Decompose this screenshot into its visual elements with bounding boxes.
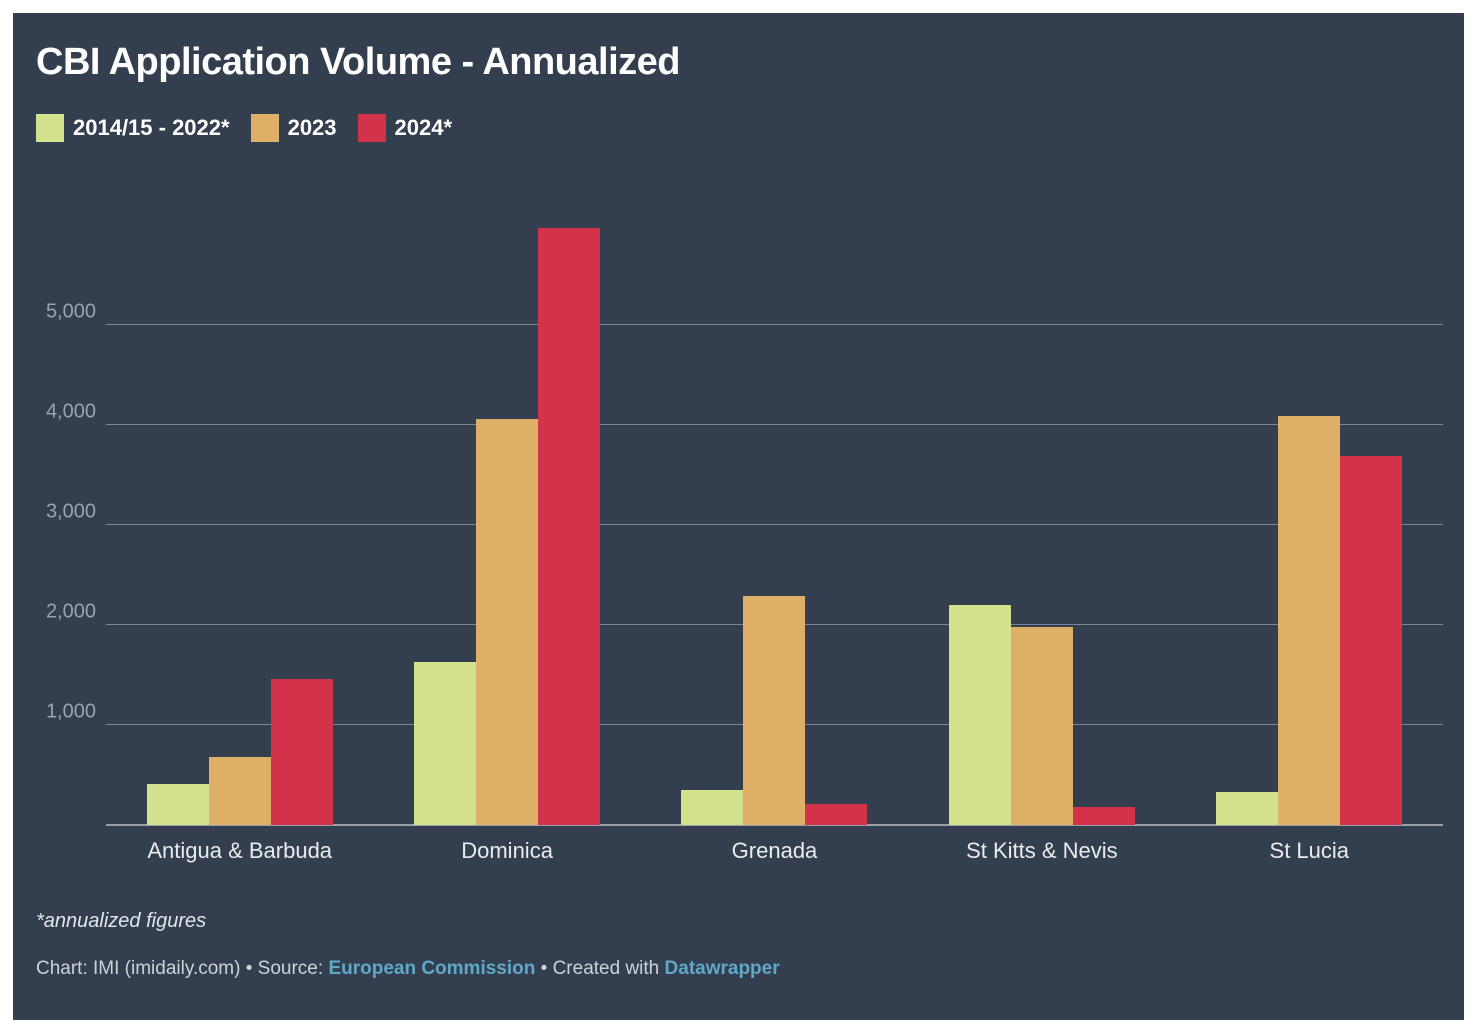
bar-2023-antigua-barbuda[interactable] xyxy=(208,757,271,825)
bar-2014-15-2022-grenada[interactable] xyxy=(681,790,744,825)
bar-2024-st-kitts-nevis[interactable] xyxy=(1072,807,1135,825)
chart-legend: 2014/15 - 2022* 2023 2024* xyxy=(36,114,452,142)
chart-title: CBI Application Volume - Annualized xyxy=(36,41,681,83)
attribution-line: Chart: IMI (imidaily.com) • Source: Euro… xyxy=(36,958,780,980)
legend-label: 2014/15 - 2022* xyxy=(73,115,230,140)
x-axis-label-st-kitts-nevis: St Kitts & Nevis xyxy=(966,838,1118,863)
attribution-chart-credit: Chart: IMI (imidaily.com) xyxy=(36,958,241,979)
attribution-created-label: Created with xyxy=(552,958,660,979)
chart-panel: CBI Application Volume - Annualized 2014… xyxy=(13,13,1464,1020)
footnote-annualized: *annualized figures xyxy=(36,910,207,932)
bar-2014-15-2022-dominica[interactable] xyxy=(414,662,477,825)
bar-2024-antigua-barbuda[interactable] xyxy=(270,679,333,825)
legend-item-2023: 2023 xyxy=(250,114,337,142)
y-tick-label-3000: 3,000 xyxy=(45,500,96,523)
legend-swatch-2014-15-2022 xyxy=(36,114,64,142)
legend-item-2014-15-2022: 2014/15 - 2022* xyxy=(36,114,230,142)
datawrapper-link[interactable]: Datawrapper xyxy=(664,958,780,979)
legend-label: 2024* xyxy=(394,115,453,140)
category-band-antigua-barbuda xyxy=(106,180,373,825)
x-axis-line xyxy=(106,824,1443,826)
separator-dot: • xyxy=(245,958,253,979)
x-axis-label-grenada: Grenada xyxy=(731,838,818,863)
category-band-st-lucia xyxy=(1176,180,1443,825)
bar-2024-st-lucia[interactable] xyxy=(1340,456,1403,825)
gridline-3000 xyxy=(106,524,1443,525)
attribution-source-label: Source: xyxy=(257,958,324,979)
bar-2014-15-2022-antigua-barbuda[interactable] xyxy=(146,784,209,825)
legend-label: 2023 xyxy=(287,115,337,140)
legend-swatch-2023 xyxy=(250,114,279,142)
x-axis-label-antigua-barbuda: Antigua & Barbuda xyxy=(147,838,333,863)
y-tick-label-4000: 4,000 xyxy=(45,400,96,423)
bar-2023-st-lucia[interactable] xyxy=(1278,416,1341,825)
bar-2023-grenada[interactable] xyxy=(743,596,806,825)
x-axis-label-st-lucia: St Lucia xyxy=(1269,838,1350,863)
y-tick-label-5000: 5,000 xyxy=(45,300,96,323)
category-band-dominica xyxy=(373,180,640,825)
legend-item-2024: 2024* xyxy=(357,114,453,142)
y-tick-label-2000: 2,000 xyxy=(45,600,96,623)
bar-2014-15-2022-st-kitts-nevis[interactable] xyxy=(948,605,1011,825)
gridline-5000 xyxy=(106,324,1443,325)
plot-area: 1,000 2,000 3,000 4,000 5,000 Antigua & Barbu… xyxy=(46,180,1443,863)
category-band-st-kitts-nevis xyxy=(908,180,1175,825)
y-tick-label-1000: 1,000 xyxy=(45,700,96,723)
gridline-4000 xyxy=(106,424,1443,425)
x-axis-label-dominica: Dominica xyxy=(461,838,553,863)
legend-swatch-2024 xyxy=(357,114,386,142)
category-band-grenada xyxy=(641,180,908,825)
bar-2024-dominica[interactable] xyxy=(538,228,601,825)
bar-2014-15-2022-st-lucia[interactable] xyxy=(1216,792,1279,825)
bar-2024-grenada[interactable] xyxy=(805,804,868,825)
bar-2023-dominica[interactable] xyxy=(476,419,539,825)
bar-2023-st-kitts-nevis[interactable] xyxy=(1010,627,1073,825)
separator-dot: • xyxy=(540,958,548,979)
source-link-european-commission[interactable]: European Commission xyxy=(328,958,536,979)
